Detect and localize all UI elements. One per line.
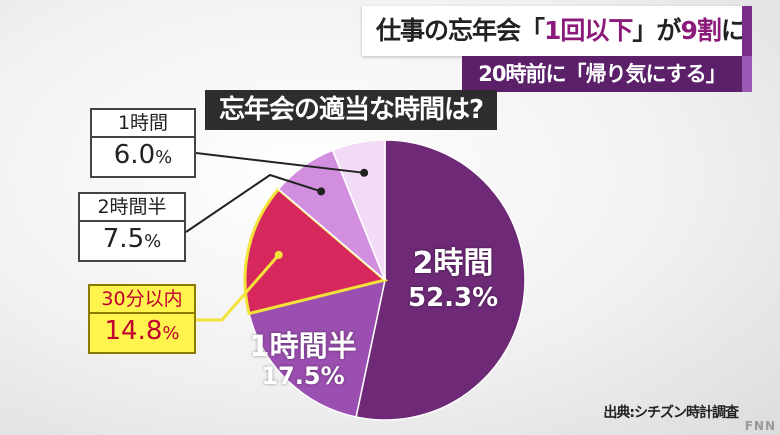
label-2hours: 2時間 52.3% — [408, 246, 499, 313]
subheadline-accent-bar — [742, 56, 752, 92]
label-2-5hours: 2時間半 7.5% — [78, 192, 186, 262]
leader-line — [195, 152, 365, 174]
headline: 仕事の忘年会「1回以下」が9割に — [362, 6, 746, 56]
leader-line — [185, 173, 322, 233]
leader-dot — [274, 250, 283, 259]
subheadline: 20時前に「帰り気にする」 — [462, 56, 742, 92]
label-1-5hours: 1時間半 17.5% — [249, 329, 357, 390]
label-30min: 30分以内 14.8% — [88, 284, 196, 354]
pie-slice — [331, 139, 386, 281]
leader-dot — [360, 168, 369, 177]
source-note: 出典:シチズン時計調査 — [603, 405, 739, 421]
leader-line — [196, 253, 280, 322]
broadcaster-logo: FNN — [744, 419, 776, 433]
label-1hour: 1時間 6.0% — [90, 108, 196, 178]
chart-title: 忘年会の適当な時間は? — [205, 90, 498, 130]
pie-slice — [355, 139, 526, 421]
pie-slice — [243, 187, 389, 316]
headline-accent-bar — [742, 6, 752, 56]
leader-dot — [317, 187, 326, 196]
pie-slice — [248, 278, 386, 418]
